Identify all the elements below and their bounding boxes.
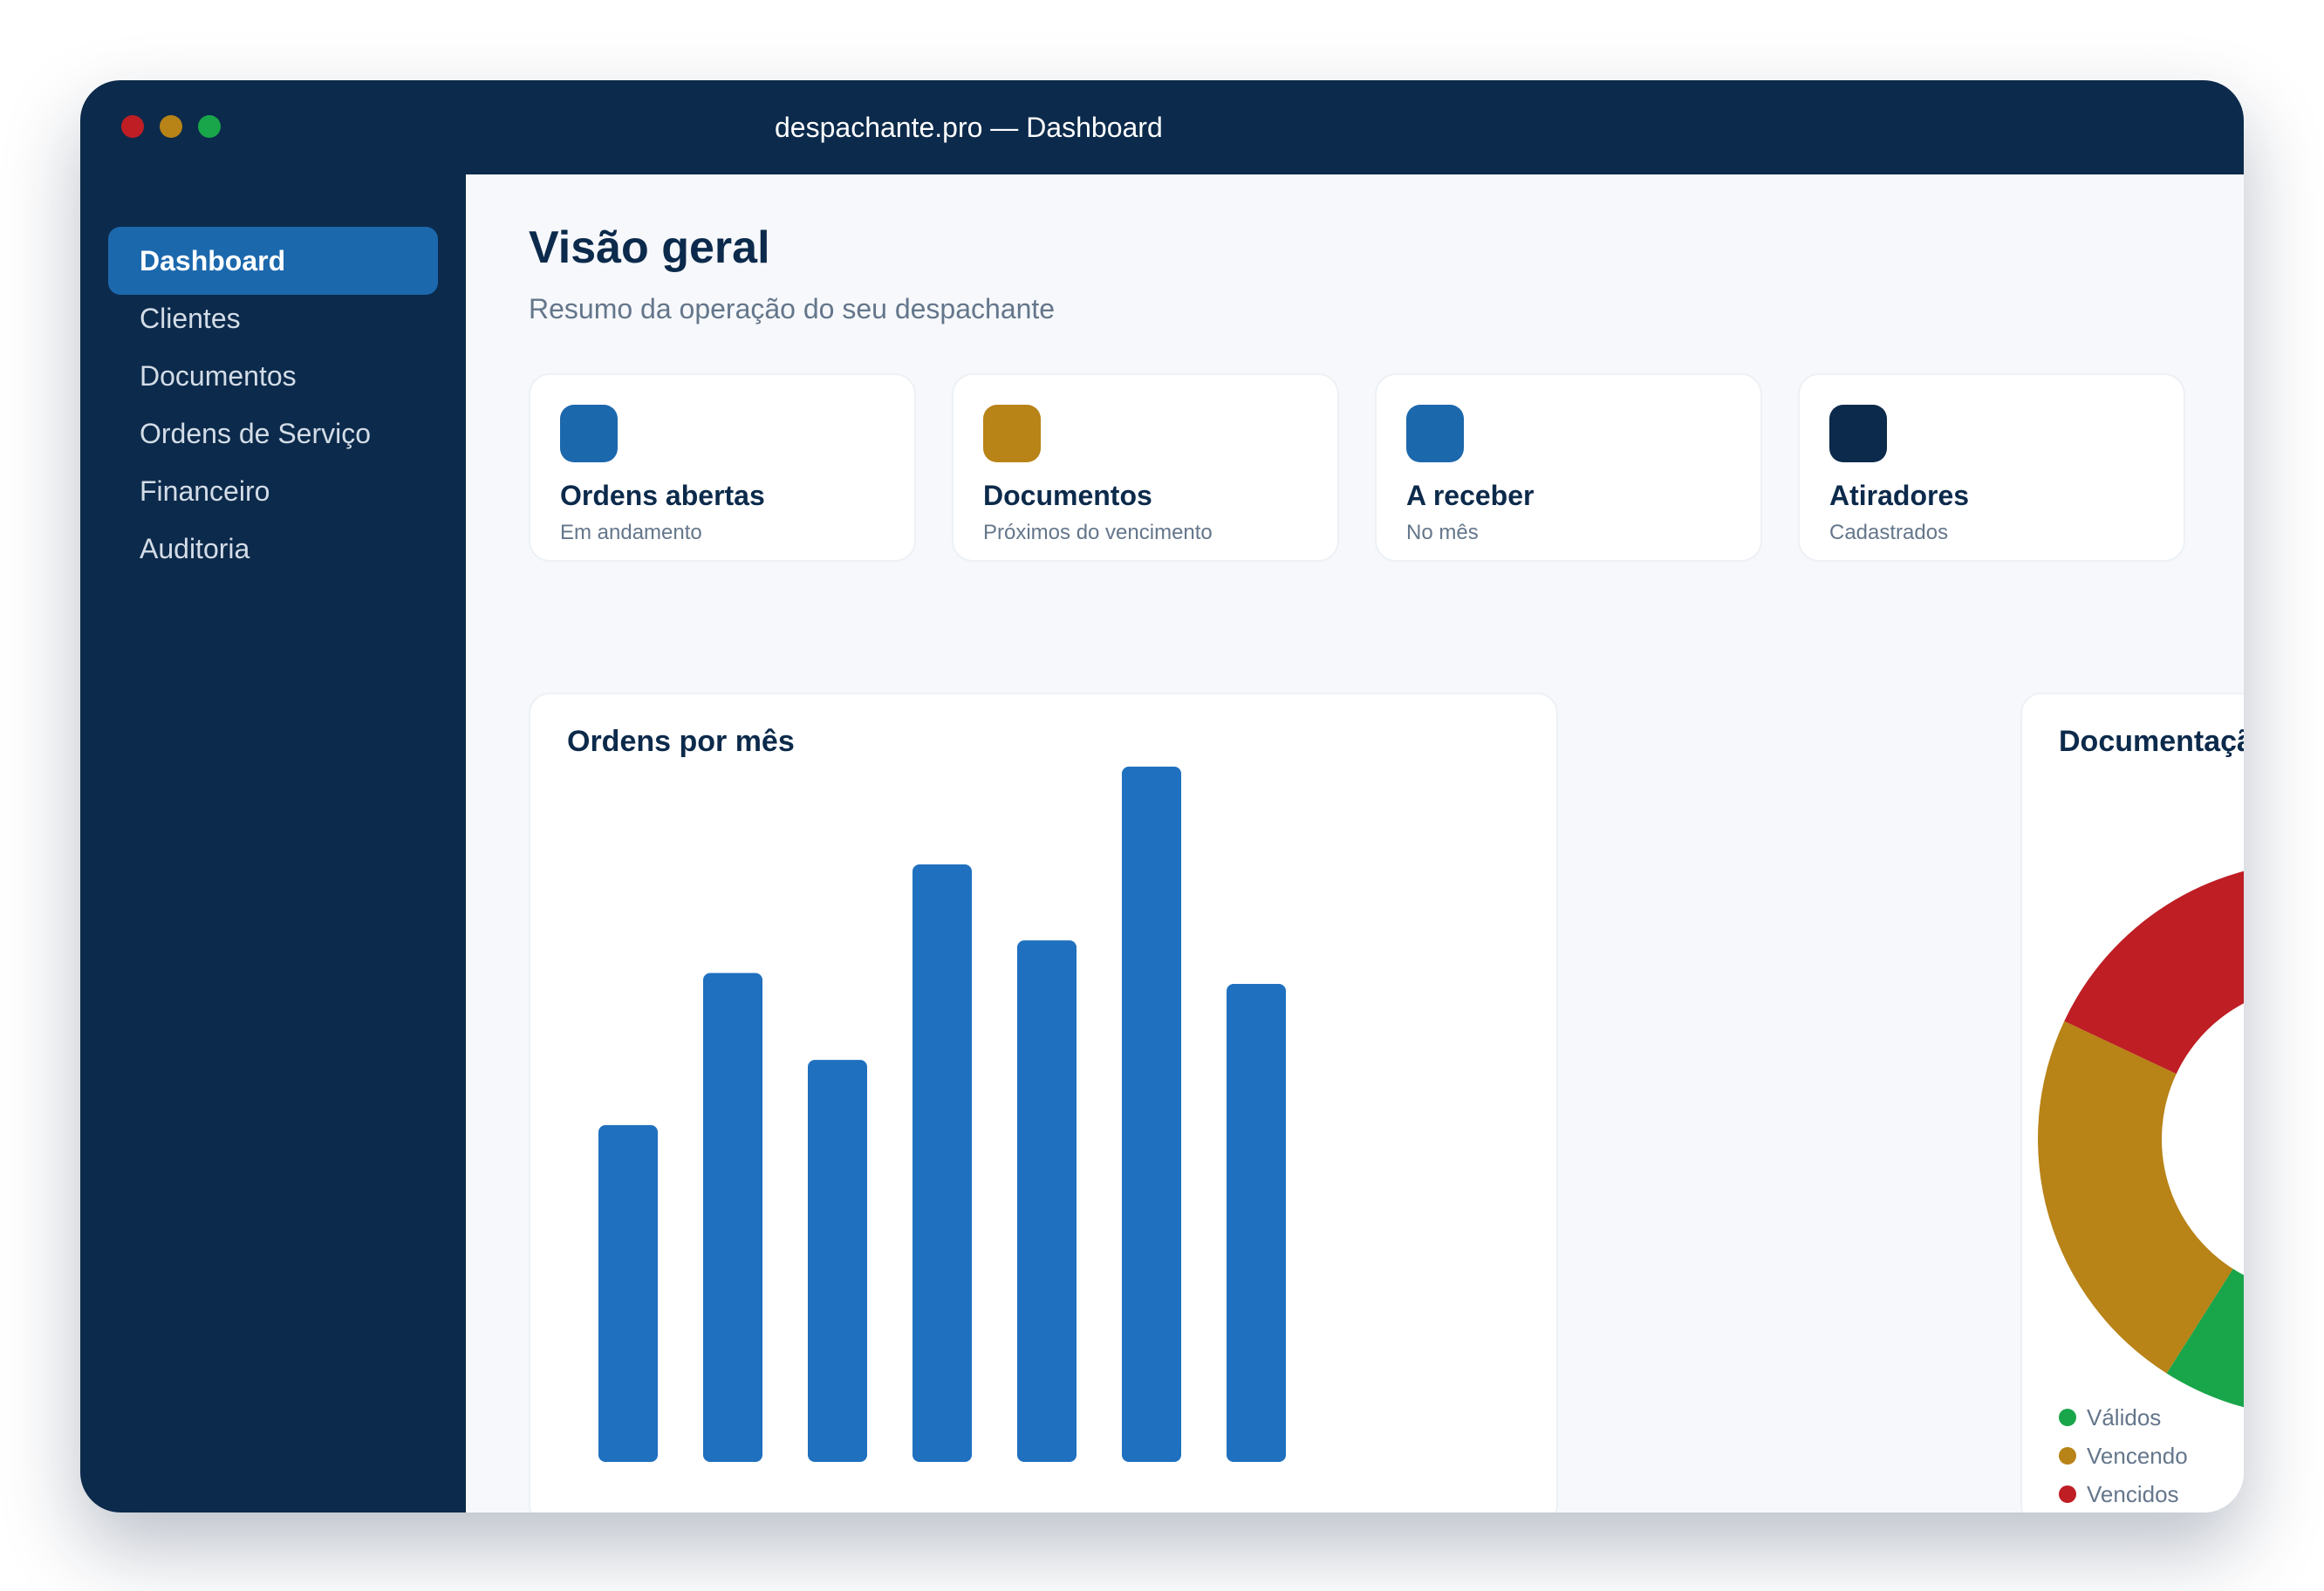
sidebar-item-documentos[interactable]: Documentos	[140, 360, 297, 392]
legend-label: Válidos	[2087, 1404, 2162, 1431]
bar-7	[1227, 984, 1286, 1462]
legend-label: Vencidos	[2087, 1481, 2179, 1507]
page-title: Visão geral	[529, 222, 770, 273]
page-subtitle: Resumo da operação do seu despachante	[529, 293, 1056, 324]
stat-card-a-receber[interactable]: A receber No mês	[1375, 373, 1762, 562]
donut-slice-vencendo	[2038, 1021, 2233, 1374]
orders-bar-chart	[598, 766, 1286, 1462]
app-window: despachante.pro — Dashboard Dashboard Cl…	[80, 80, 2244, 1512]
documentation-donut-chart	[2038, 871, 2244, 1408]
stat-card-documentos[interactable]: Documentos Próximos do vencimento	[952, 373, 1339, 562]
stat-label: Documentos	[983, 480, 1152, 511]
legend-label: Vencendo	[2087, 1443, 2188, 1469]
stat-sublabel: No mês	[1406, 521, 1479, 544]
sidebar-item-clientes[interactable]: Clientes	[140, 303, 241, 334]
chart-title: Documentação	[2059, 725, 2244, 758]
donut-slice-vencidos	[2064, 871, 2244, 1075]
bar-5	[1017, 940, 1077, 1462]
bar-3	[808, 1060, 867, 1462]
bar-4	[913, 864, 972, 1462]
legend-dot	[2059, 1485, 2076, 1504]
donut-slice-válidos	[2166, 1268, 2244, 1408]
stat-icon	[1829, 405, 1887, 462]
title-bar: despachante.pro — Dashboard	[80, 80, 2244, 174]
maximize-window-button[interactable]	[198, 115, 221, 138]
close-window-button[interactable]	[121, 115, 144, 138]
legend-dot	[2059, 1409, 2076, 1427]
stat-icon	[1406, 405, 1464, 462]
legend-item-vencendo: Vencendo	[2059, 1443, 2188, 1469]
stat-label: Atiradores	[1829, 480, 1970, 511]
stat-card-atiradores[interactable]: Atiradores Cadastrados	[1798, 373, 2185, 562]
stat-card-ordens-abertas[interactable]: Ordens abertas Em andamento	[529, 373, 916, 562]
sidebar-item-dashboard[interactable]: Dashboard	[108, 227, 438, 295]
bar-6	[1122, 766, 1181, 1462]
minimize-window-button[interactable]	[160, 115, 182, 138]
stat-label: Ordens abertas	[560, 480, 765, 511]
sidebar-item-auditoria[interactable]: Auditoria	[140, 533, 250, 564]
legend-dot	[2059, 1447, 2076, 1465]
stat-icon	[560, 405, 618, 462]
bar-1	[598, 1124, 658, 1462]
bar-2	[703, 973, 762, 1462]
legend-item-vencidos: Vencidos	[2059, 1481, 2179, 1507]
stat-sublabel: Próximos do vencimento	[983, 521, 1213, 544]
sidebar: Dashboard Clientes Documentos Ordens de …	[80, 174, 466, 1512]
orders-chart-card: Ordens por mês	[529, 693, 1558, 1512]
chart-title: Ordens por mês	[567, 725, 795, 758]
main-content: Visão geral Resumo da operação do seu de…	[466, 174, 2244, 1512]
stat-icon	[983, 405, 1041, 462]
sidebar-item-ordens-de-servico[interactable]: Ordens de Serviço	[140, 418, 372, 449]
documentation-chart-card: Documentação Válidos Vencendo Vencidos	[2020, 693, 2244, 1512]
window-title: despachante.pro — Dashboard	[775, 112, 1163, 143]
stat-label: A receber	[1406, 480, 1535, 511]
sidebar-item-financeiro[interactable]: Financeiro	[140, 475, 270, 507]
legend-item-validos: Válidos	[2059, 1404, 2161, 1431]
stat-sublabel: Em andamento	[560, 521, 702, 544]
stat-sublabel: Cadastrados	[1829, 521, 1949, 544]
